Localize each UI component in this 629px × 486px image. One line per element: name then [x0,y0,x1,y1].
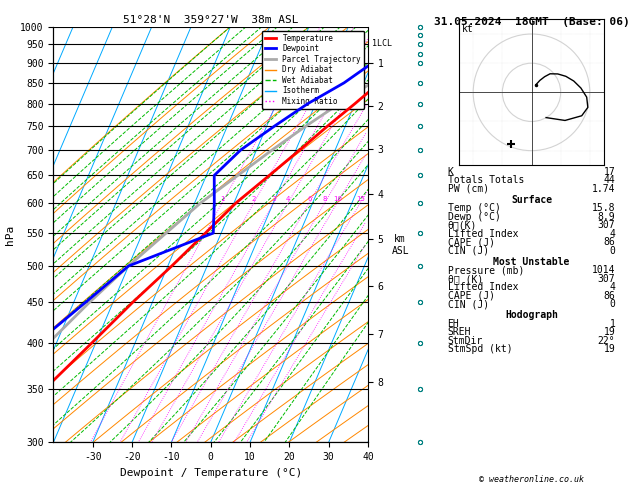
Text: 86: 86 [604,237,615,247]
Text: 307: 307 [598,274,615,284]
Text: CIN (J): CIN (J) [448,299,489,310]
Text: Most Unstable: Most Unstable [493,257,570,267]
Text: 19: 19 [604,327,615,337]
Text: K: K [448,167,454,177]
Text: Lifted Index: Lifted Index [448,229,518,239]
Text: 15.8: 15.8 [592,203,615,213]
Y-axis label: hPa: hPa [4,225,14,244]
Text: Lifted Index: Lifted Index [448,282,518,293]
Text: 15: 15 [356,196,365,202]
Text: StmSpd (kt): StmSpd (kt) [448,344,512,354]
Text: θᴄ(K): θᴄ(K) [448,220,477,230]
Text: 1LCL: 1LCL [372,39,392,48]
Text: 17: 17 [604,167,615,177]
Text: 1.74: 1.74 [592,184,615,194]
Text: 4: 4 [610,229,615,239]
Text: PW (cm): PW (cm) [448,184,489,194]
X-axis label: Dewpoint / Temperature (°C): Dewpoint / Temperature (°C) [120,468,302,478]
Text: CIN (J): CIN (J) [448,246,489,256]
Text: 86: 86 [604,291,615,301]
Text: 307: 307 [598,220,615,230]
Text: 0: 0 [610,246,615,256]
Text: Totals Totals: Totals Totals [448,175,524,186]
Text: 0: 0 [610,299,615,310]
Text: 4: 4 [286,196,291,202]
Text: 4: 4 [610,282,615,293]
Text: EH: EH [448,319,459,329]
Text: 19: 19 [604,344,615,354]
Text: 8: 8 [323,196,327,202]
Text: SREH: SREH [448,327,471,337]
Text: 31.05.2024  18GMT  (Base: 06): 31.05.2024 18GMT (Base: 06) [433,17,629,27]
Y-axis label: km
ASL: km ASL [391,235,409,256]
Text: 1: 1 [220,196,225,202]
Text: kt: kt [462,24,473,34]
Text: Dewp (°C): Dewp (°C) [448,212,501,222]
Text: 6: 6 [308,196,312,202]
Text: 22°: 22° [598,336,615,346]
Text: 3: 3 [272,196,276,202]
Text: Surface: Surface [511,195,552,205]
Text: Temp (°C): Temp (°C) [448,203,501,213]
Text: CAPE (J): CAPE (J) [448,291,494,301]
Title: 51°28'N  359°27'W  38m ASL: 51°28'N 359°27'W 38m ASL [123,15,299,25]
Text: 1: 1 [610,319,615,329]
Text: 10: 10 [333,196,342,202]
Text: StmDir: StmDir [448,336,483,346]
Text: CAPE (J): CAPE (J) [448,237,494,247]
Text: 2: 2 [252,196,257,202]
Text: © weatheronline.co.uk: © weatheronline.co.uk [479,474,584,484]
Text: Hodograph: Hodograph [505,310,558,320]
Text: θᴄ (K): θᴄ (K) [448,274,483,284]
Legend: Temperature, Dewpoint, Parcel Trajectory, Dry Adiabat, Wet Adiabat, Isotherm, Mi: Temperature, Dewpoint, Parcel Trajectory… [262,31,364,109]
Text: 8.9: 8.9 [598,212,615,222]
Text: 44: 44 [604,175,615,186]
Text: Pressure (mb): Pressure (mb) [448,265,524,276]
Text: 1014: 1014 [592,265,615,276]
